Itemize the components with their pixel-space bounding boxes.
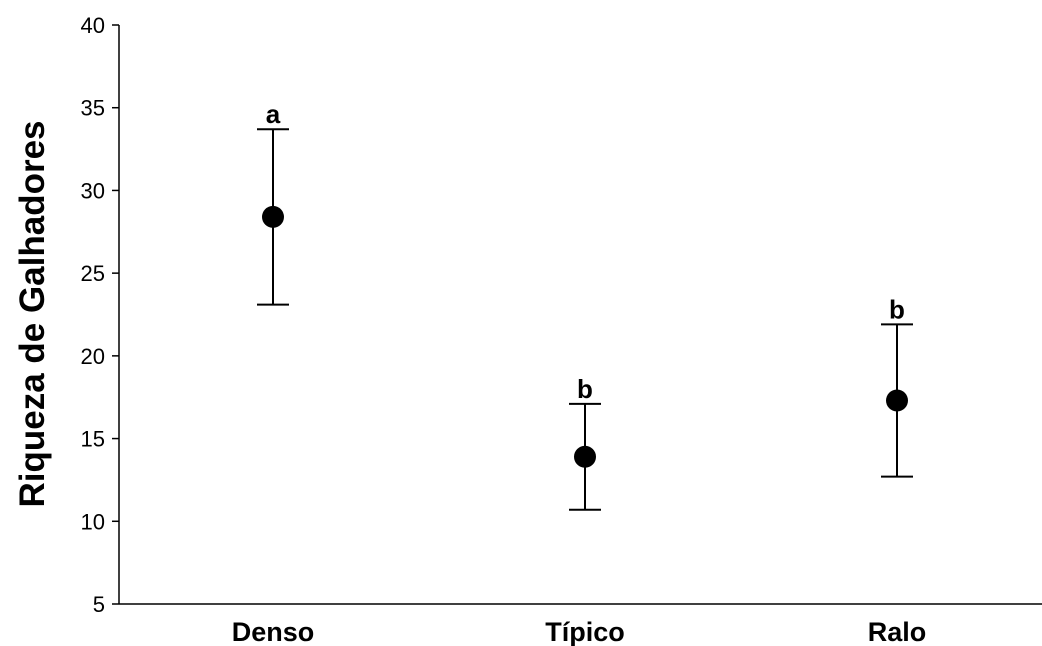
group-letter: b xyxy=(889,294,905,324)
y-tick-label: 30 xyxy=(81,178,105,203)
mean-point xyxy=(886,389,908,412)
x-category-label: Típico xyxy=(545,617,625,646)
y-axis-label: Riqueza de Galhadores xyxy=(13,120,52,507)
mean-point xyxy=(262,205,284,228)
data-series: a b b xyxy=(257,99,913,511)
x-categories: Denso Típico Ralo xyxy=(232,617,927,646)
group-letter: b xyxy=(577,374,593,404)
x-category-label: Ralo xyxy=(868,617,927,646)
y-tick-label: 5 xyxy=(93,592,105,617)
x-category-label: Denso xyxy=(232,617,315,646)
group-letter: a xyxy=(266,99,281,129)
y-tick-label: 15 xyxy=(81,427,105,452)
y-tick-label: 25 xyxy=(81,261,105,286)
y-tick-label: 35 xyxy=(81,96,105,121)
axes xyxy=(118,25,1042,605)
y-tick-label: 20 xyxy=(81,344,105,369)
y-ticks: 5 10 15 20 25 30 35 40 xyxy=(81,13,119,617)
y-tick-label: 40 xyxy=(81,13,105,38)
y-tick-label: 10 xyxy=(81,509,105,534)
mean-point xyxy=(574,445,596,468)
